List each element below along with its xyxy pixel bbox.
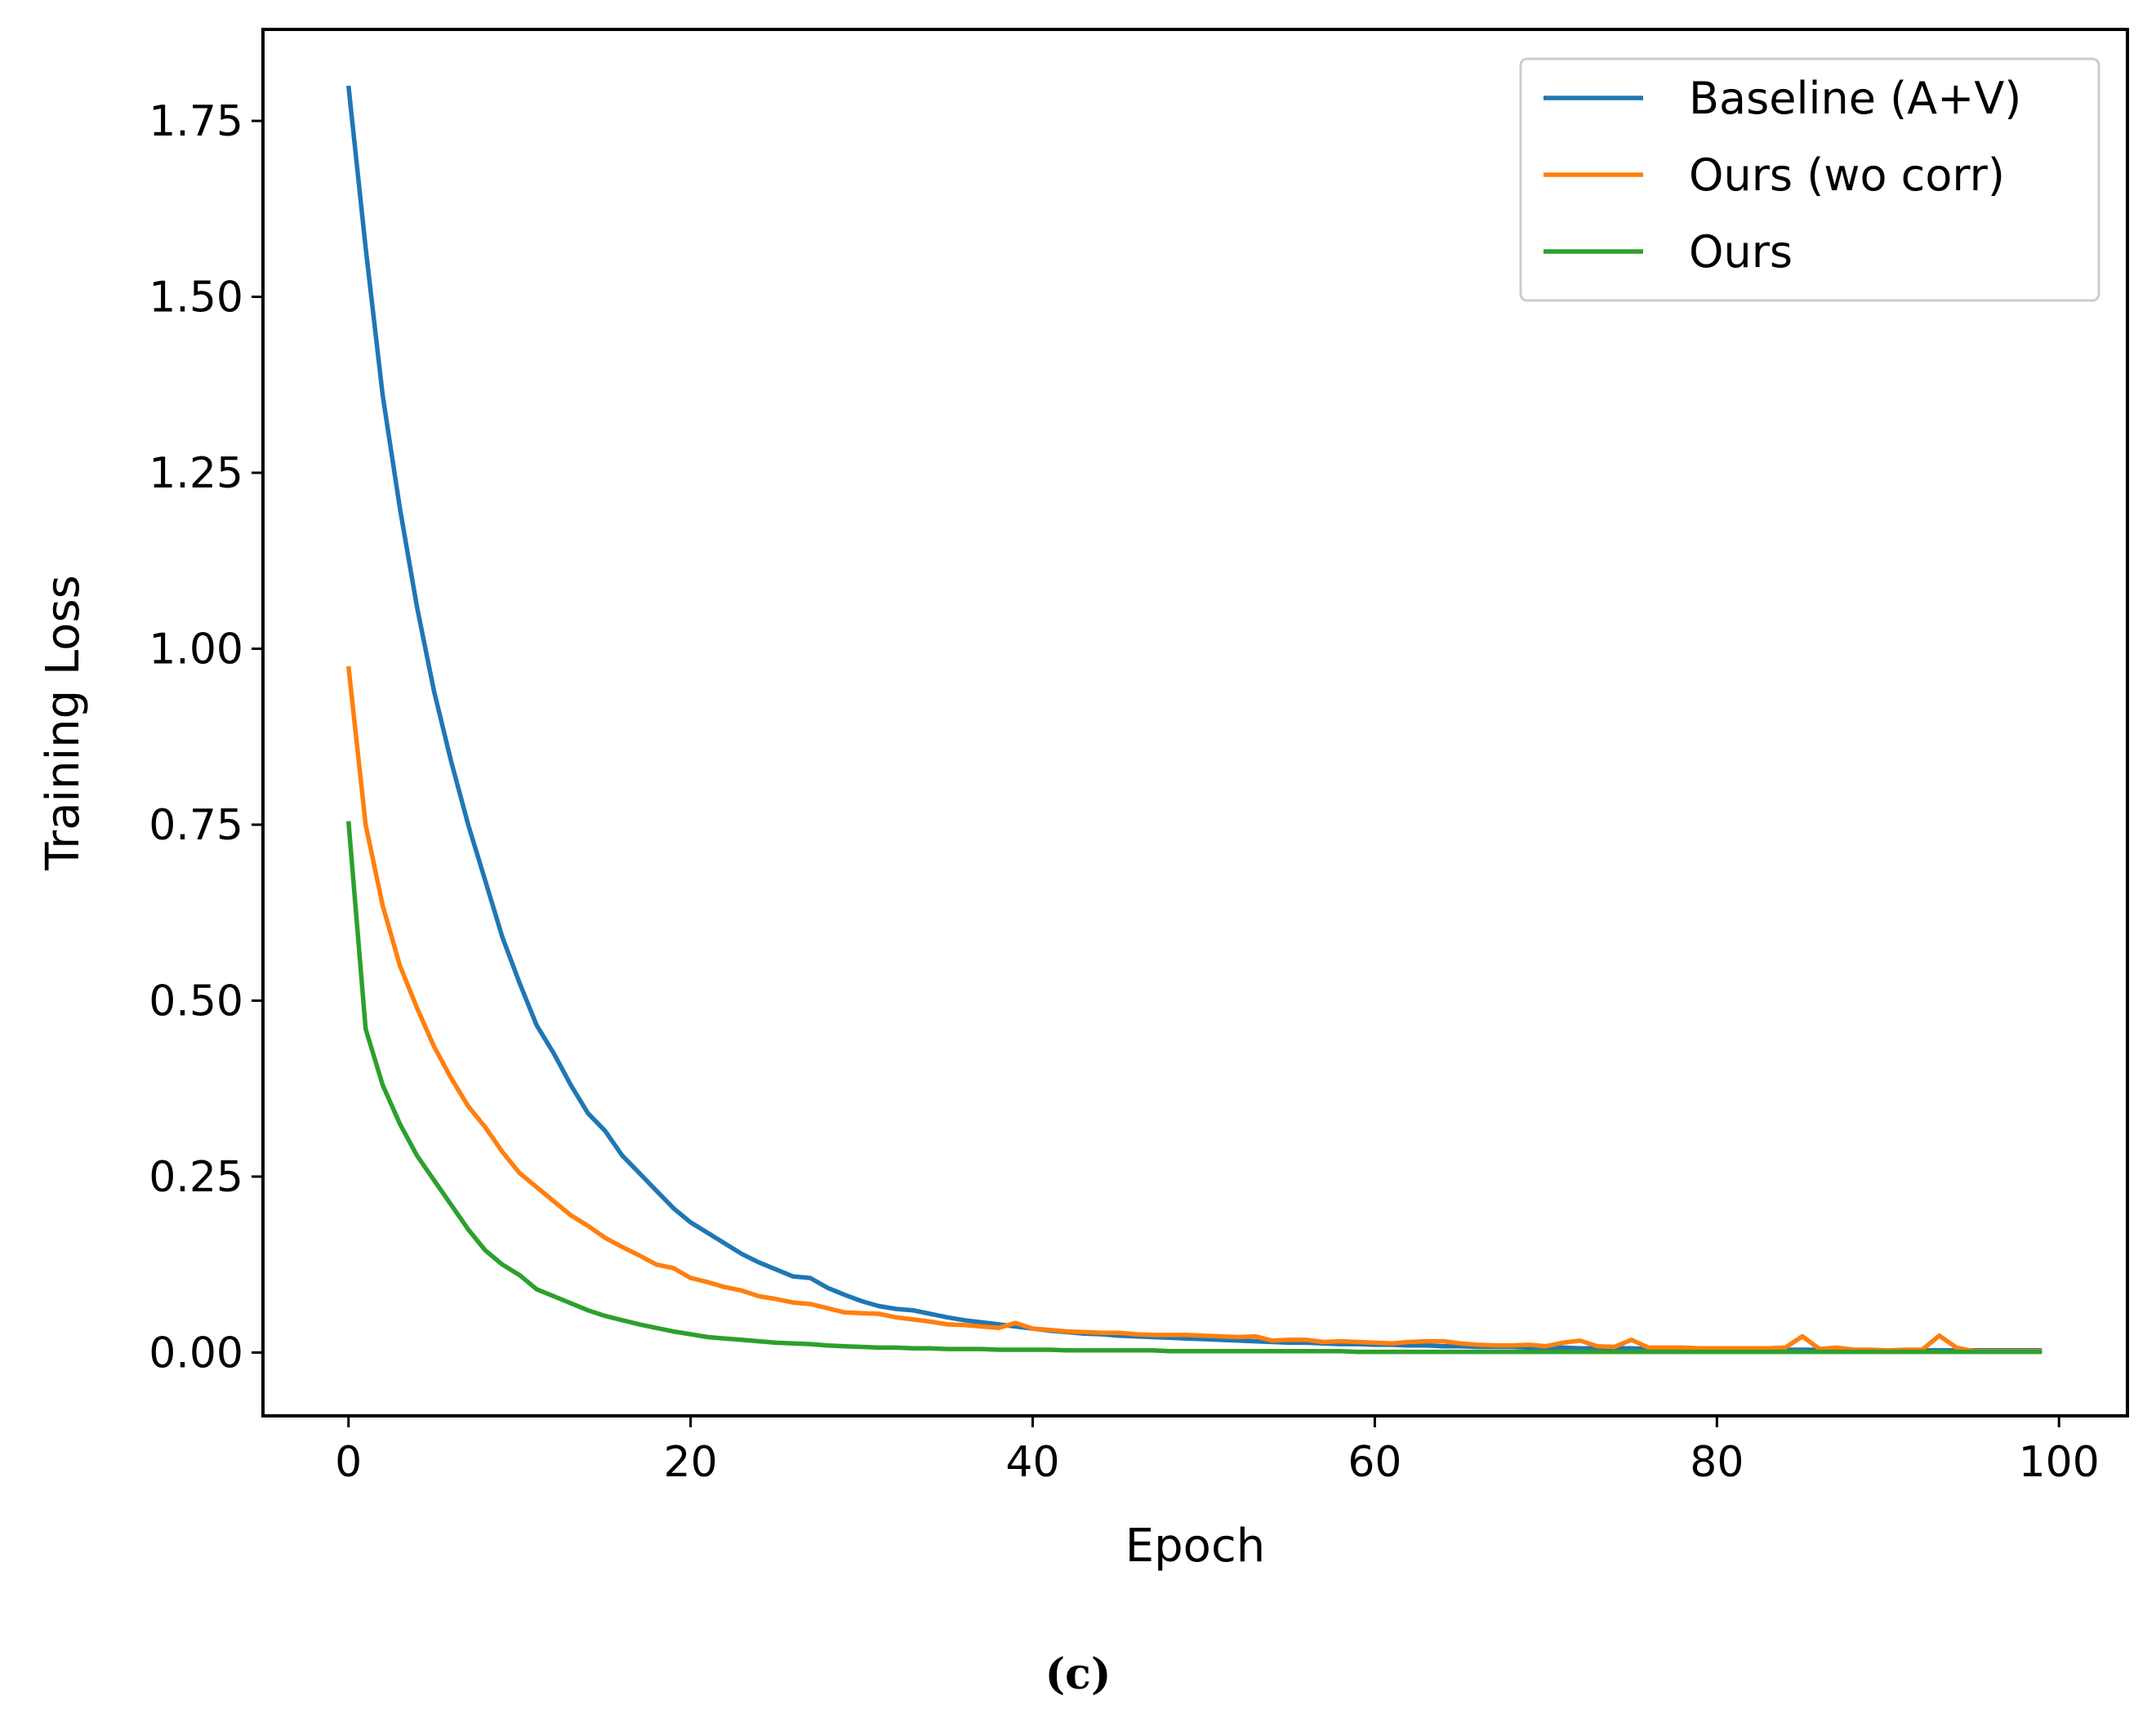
y-tick-label: 0.25	[149, 1153, 243, 1202]
y-axis: 0.00 0.25 0.50 0.75 1.00 1.25 1.50 1.75	[149, 97, 263, 1378]
x-axis: 0 20 40 60 80 100	[335, 1416, 2100, 1487]
x-tick-label: 60	[1348, 1438, 1401, 1487]
y-tick-label: 1.25	[149, 449, 243, 498]
y-tick-label: 0.75	[149, 801, 243, 850]
y-axis-title: Training Loss	[37, 575, 90, 871]
x-tick-label: 40	[1005, 1438, 1059, 1487]
x-tick-label: 0	[335, 1438, 362, 1487]
series-line-1	[345, 665, 2042, 1354]
x-tick-label: 100	[2019, 1438, 2100, 1487]
x-tick-label: 20	[664, 1438, 718, 1487]
y-tick-label: 0.00	[149, 1329, 243, 1378]
legend-box	[1519, 57, 2100, 302]
y-tick-label: 1.50	[149, 274, 243, 323]
legend: Baseline (A+V) Ours (wo corr) Ours	[1519, 57, 2100, 302]
figure-caption: (c)	[1045, 1649, 1111, 1699]
x-axis-title: Epoch	[1125, 1520, 1265, 1573]
y-tick-label: 1.75	[149, 97, 243, 146]
legend-label: Ours	[1689, 226, 1793, 278]
series-line-2	[345, 821, 2042, 1355]
legend-label: Baseline (A+V)	[1689, 73, 2021, 124]
plot-lines	[345, 85, 2042, 1355]
y-tick-label: 0.50	[149, 977, 243, 1026]
y-tick-label: 1.00	[149, 625, 243, 674]
axes-frame	[261, 28, 2129, 1418]
legend-label: Ours (wo corr)	[1689, 149, 2005, 201]
x-tick-label: 80	[1690, 1438, 1744, 1487]
